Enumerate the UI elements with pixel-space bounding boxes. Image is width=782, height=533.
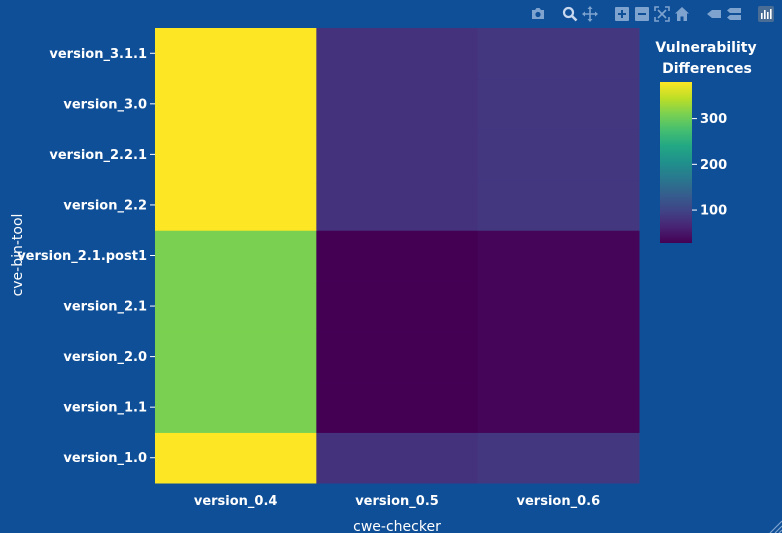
heatmap-cell[interactable]	[155, 331, 317, 383]
heatmap-cell[interactable]	[316, 381, 479, 433]
heatmap-cell[interactable]	[316, 129, 479, 181]
heatmap-cell[interactable]	[316, 432, 479, 484]
heatmap-cell[interactable]	[316, 280, 479, 332]
colorbar-title-line2: Differences	[662, 61, 752, 77]
heatmap-cell[interactable]	[155, 78, 317, 130]
modebar	[516, 4, 776, 24]
autoscale-button[interactable]	[652, 4, 672, 24]
heatmap-cell[interactable]	[155, 381, 317, 433]
y-axis-title: cve-bin-tool	[10, 214, 26, 297]
heatmap-cell[interactable]	[477, 280, 640, 332]
y-tick-label: version_1.0	[63, 451, 147, 466]
heatmap-cell[interactable]	[155, 432, 317, 484]
heatmap-cell[interactable]	[316, 331, 479, 383]
y-tick-label: version_2.1	[63, 300, 147, 315]
x-tick-label: version_0.4	[194, 494, 278, 509]
x-axis-ticks: version_0.4 version_0.5 version_0.6	[194, 494, 600, 509]
heatmap-cell[interactable]	[477, 78, 640, 130]
heatmap-cell[interactable]	[477, 432, 640, 484]
heatmap-cell[interactable]	[155, 230, 317, 282]
zoom-button[interactable]	[560, 4, 580, 24]
y-tick-label: version_2.1.post1	[17, 249, 147, 264]
compare-icon	[727, 8, 741, 20]
camera-icon	[532, 8, 544, 19]
reset-axes-button[interactable]	[672, 4, 692, 24]
colorbar-tick-label: 300	[700, 112, 727, 127]
plotly-logo-icon	[758, 6, 774, 22]
resize-handle-icon[interactable]	[766, 517, 782, 533]
heatmap-cell[interactable]	[155, 28, 317, 80]
colorbar-title-line1: Vulnerability	[655, 40, 756, 56]
download-plot-button[interactable]	[528, 4, 548, 24]
heatmap-cell[interactable]	[316, 179, 479, 231]
y-tick-label: version_2.0	[63, 350, 147, 365]
zoom-in-button[interactable]	[612, 4, 632, 24]
heatmap-cells	[155, 28, 640, 484]
colorbar-gradient	[660, 82, 692, 243]
heatmap-cell[interactable]	[477, 129, 640, 181]
spike-lines-button[interactable]	[704, 4, 724, 24]
spike-icon	[707, 10, 721, 18]
y-tick-label: version_3.1.1	[49, 47, 147, 62]
heatmap-cell[interactable]	[477, 28, 640, 80]
y-tick-label: version_2.2.1	[49, 148, 147, 163]
colorbar-tick-label: 200	[700, 158, 727, 173]
pan-button[interactable]	[580, 4, 600, 24]
heatmap-cell[interactable]	[477, 179, 640, 231]
y-tick-label: version_2.2	[63, 198, 147, 213]
pan-icon	[582, 6, 598, 22]
heatmap-cell[interactable]	[155, 280, 317, 332]
colorbar: Vulnerability Differences 100 200 300	[655, 40, 757, 243]
x-axis-title: cwe-checker	[353, 519, 441, 533]
plus-icon	[615, 7, 629, 21]
heatmap-cell[interactable]	[316, 28, 479, 80]
heatmap-cell[interactable]	[316, 230, 479, 282]
zoom-out-button[interactable]	[632, 4, 652, 24]
y-axis-ticks: version_1.0 version_1.1 version_2.0 version…	[17, 47, 155, 466]
x-tick-label: version_0.5	[355, 494, 439, 509]
heatmap-cell[interactable]	[316, 78, 479, 130]
heatmap-cell[interactable]	[477, 381, 640, 433]
colorbar-ticks: 100 200 300	[692, 112, 727, 219]
heatmap-cell[interactable]	[477, 230, 640, 282]
plotly-logo-button[interactable]	[756, 4, 776, 24]
minus-icon	[635, 7, 649, 21]
heatmap-cell[interactable]	[155, 129, 317, 181]
heatmap-cell[interactable]	[155, 179, 317, 231]
home-icon	[675, 7, 689, 21]
compare-hover-button[interactable]	[724, 4, 744, 24]
y-tick-label: version_1.1	[63, 401, 147, 416]
x-tick-label: version_0.6	[517, 494, 601, 509]
y-tick-label: version_3.0	[63, 97, 147, 112]
autoscale-icon	[654, 6, 670, 22]
heatmap-cell[interactable]	[477, 331, 640, 383]
zoom-icon	[562, 6, 578, 22]
colorbar-tick-label: 100	[700, 204, 727, 219]
